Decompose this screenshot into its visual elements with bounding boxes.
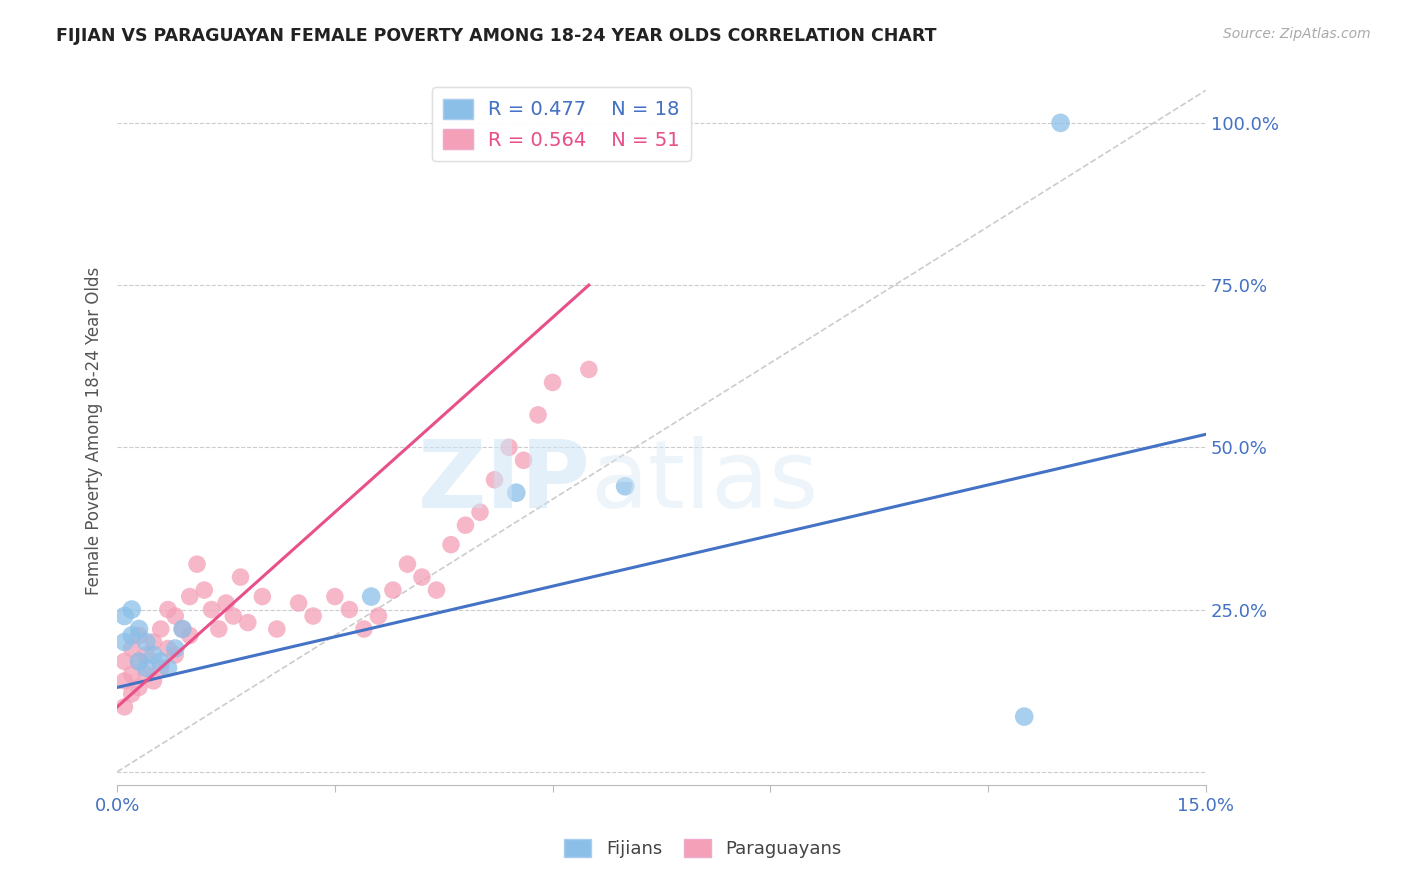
Point: [128, 628, 150, 642]
Point: [454, 518, 477, 533]
Point: [302, 609, 325, 624]
Text: FIJIAN VS PARAGUAYAN FEMALE POVERTY AMONG 18-24 YEAR OLDS CORRELATION CHART: FIJIAN VS PARAGUAYAN FEMALE POVERTY AMON…: [56, 27, 936, 45]
Point: [353, 622, 375, 636]
Point: [498, 440, 520, 454]
Point: [114, 609, 136, 624]
Text: ZIP: ZIP: [418, 435, 591, 528]
Point: [266, 622, 288, 636]
Legend: Fijians, Paraguayans: Fijians, Paraguayans: [557, 831, 849, 865]
Point: [121, 602, 143, 616]
Point: [128, 655, 150, 669]
Point: [179, 628, 201, 642]
Point: [360, 590, 382, 604]
Text: Source: ZipAtlas.com: Source: ZipAtlas.com: [1223, 27, 1371, 41]
Y-axis label: Female Poverty Among 18-24 Year Olds: Female Poverty Among 18-24 Year Olds: [86, 267, 103, 595]
Point: [156, 641, 179, 656]
Point: [252, 590, 274, 604]
Point: [114, 699, 136, 714]
Point: [425, 583, 447, 598]
Point: [135, 667, 157, 681]
Point: [215, 596, 238, 610]
Point: [135, 635, 157, 649]
Point: [128, 681, 150, 695]
Point: [156, 661, 179, 675]
Point: [114, 673, 136, 688]
Point: [172, 622, 194, 636]
Point: [179, 590, 201, 604]
Point: [172, 622, 194, 636]
Point: [121, 641, 143, 656]
Point: [411, 570, 433, 584]
Point: [1049, 116, 1071, 130]
Point: [396, 557, 419, 571]
Point: [142, 635, 165, 649]
Point: [541, 376, 564, 390]
Point: [165, 609, 187, 624]
Point: [128, 655, 150, 669]
Point: [165, 648, 187, 662]
Point: [135, 661, 157, 675]
Point: [222, 609, 245, 624]
Point: [149, 622, 172, 636]
Point: [468, 505, 491, 519]
Point: [121, 667, 143, 681]
Point: [149, 655, 172, 669]
Point: [381, 583, 404, 598]
Point: [200, 602, 222, 616]
Point: [339, 602, 361, 616]
Point: [287, 596, 309, 610]
Point: [142, 648, 165, 662]
Point: [135, 648, 157, 662]
Point: [229, 570, 252, 584]
Legend: R = 0.477    N = 18, R = 0.564    N = 51: R = 0.477 N = 18, R = 0.564 N = 51: [432, 87, 692, 161]
Point: [149, 661, 172, 675]
Point: [527, 408, 550, 422]
Point: [193, 583, 215, 598]
Point: [236, 615, 259, 630]
Point: [1012, 709, 1035, 723]
Point: [367, 609, 389, 624]
Point: [512, 453, 534, 467]
Point: [128, 622, 150, 636]
Point: [186, 557, 208, 571]
Point: [614, 479, 637, 493]
Text: atlas: atlas: [591, 435, 818, 528]
Point: [114, 635, 136, 649]
Point: [578, 362, 600, 376]
Point: [121, 687, 143, 701]
Point: [440, 538, 463, 552]
Point: [505, 485, 527, 500]
Point: [121, 628, 143, 642]
Point: [156, 602, 179, 616]
Point: [165, 641, 187, 656]
Point: [142, 673, 165, 688]
Point: [484, 473, 506, 487]
Point: [323, 590, 346, 604]
Point: [114, 655, 136, 669]
Point: [208, 622, 231, 636]
